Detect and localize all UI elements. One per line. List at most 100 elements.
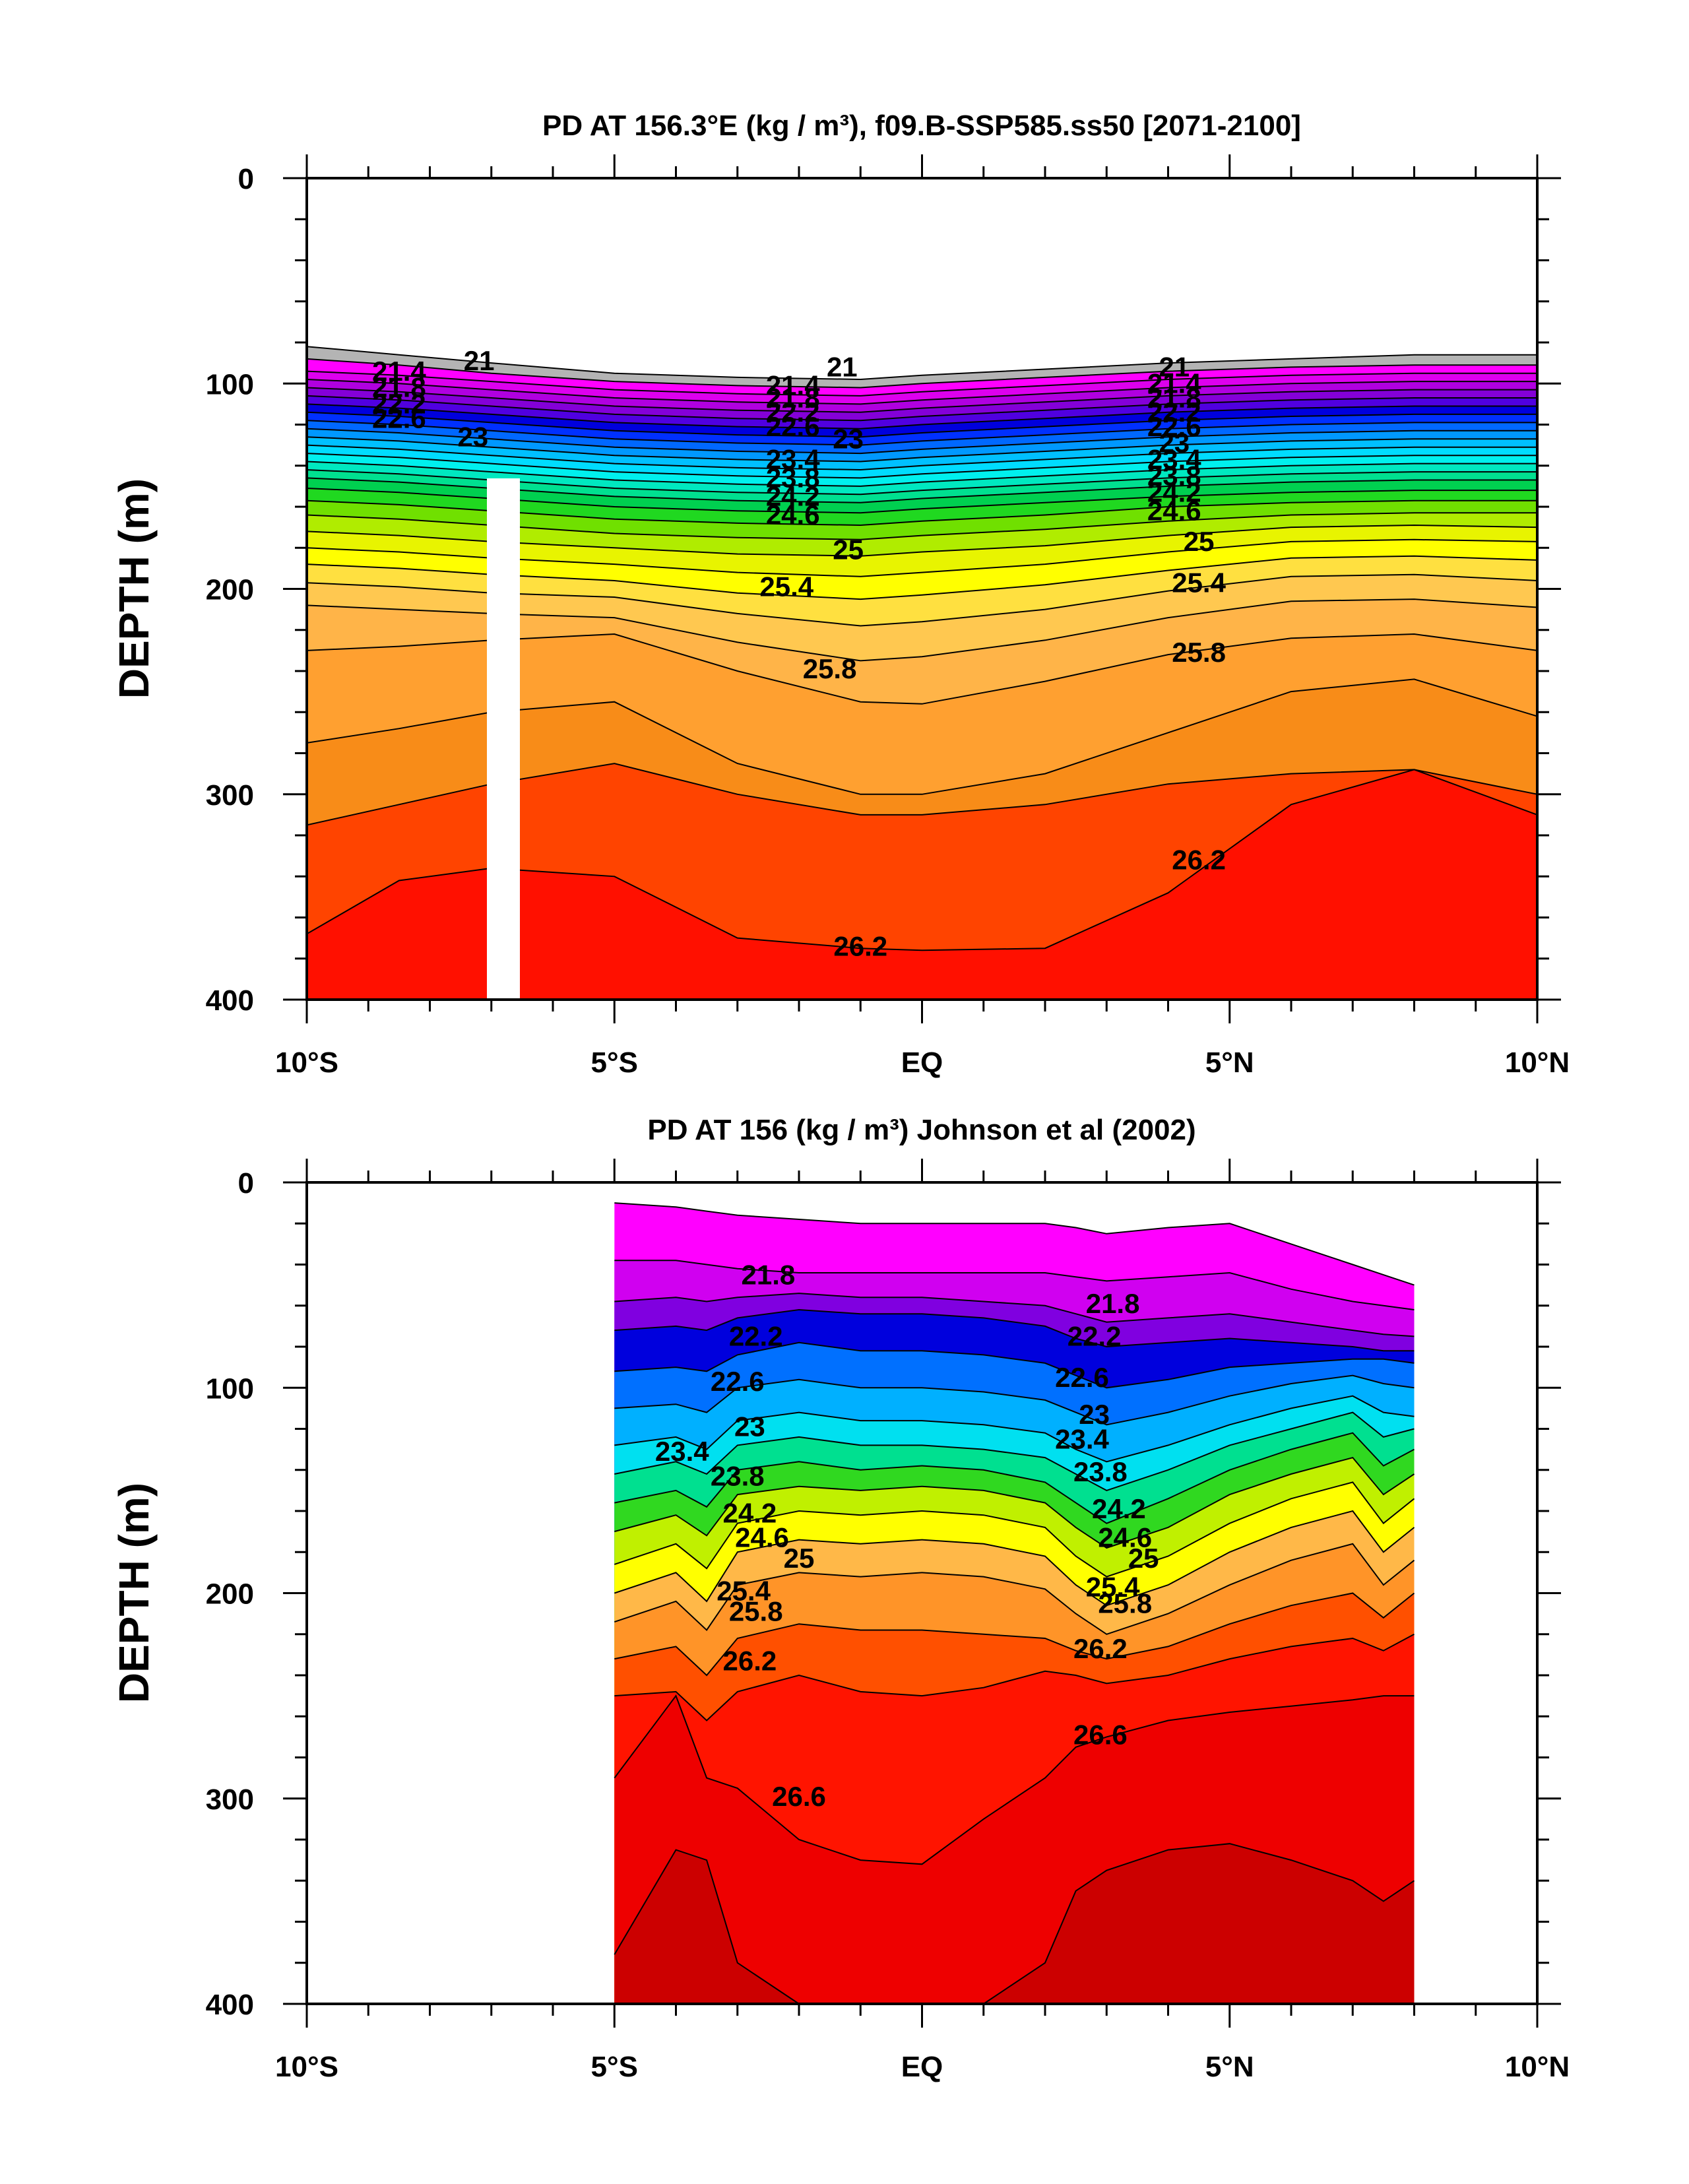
y-axis-top: 0 100 200 300 400 <box>206 163 1561 1017</box>
y-tick-label: 0 <box>238 1167 254 1200</box>
contour-line-24.8 <box>307 524 1537 557</box>
contour-fills-bottom <box>614 1203 1415 2004</box>
contour-label: 22.6 <box>372 402 426 434</box>
contour-label: 23.8 <box>1073 1456 1128 1487</box>
y-tick-label: 0 <box>238 163 254 195</box>
panel-title-top: PD AT 156.3°E (kg / m³), f09.B-SSP585.ss… <box>542 110 1301 142</box>
x-tick-label: 10°S <box>275 1046 338 1079</box>
contour-line-26.6 <box>614 1694 1415 1865</box>
contour-label: 22.6 <box>711 1366 765 1397</box>
contour-label: 22.2 <box>1068 1321 1122 1352</box>
contour-label: 26.2 <box>723 1645 777 1676</box>
contour-label: 21 <box>464 345 495 376</box>
contour-line-23.4 <box>307 453 1537 479</box>
contour-line-23.6 <box>307 461 1537 487</box>
contour-label: 21.4 <box>372 356 426 387</box>
contour-label: 24.2 <box>723 1497 777 1528</box>
contour-line-22.2 <box>307 403 1537 430</box>
x-axis-bottom: 10°S 5°S EQ 5°N 10°N <box>275 1159 1570 2083</box>
contour-label: 21.8 <box>1147 382 1201 413</box>
contour-line-21.2 <box>307 358 1537 389</box>
contour-label: 23 <box>1079 1399 1110 1430</box>
contour-line-25 <box>614 1481 1415 1578</box>
contour-label: 25 <box>1184 526 1215 557</box>
contour-line-26.4 <box>614 1633 1415 1721</box>
contour-line-25.4 <box>307 573 1537 627</box>
contour-label: 25.8 <box>1172 637 1226 668</box>
contour-label: 24.6 <box>735 1522 789 1553</box>
contour-label: 22.2 <box>766 397 820 428</box>
contour-line-23.2 <box>307 444 1537 471</box>
contour-fill-26.8 <box>614 1844 1415 2004</box>
x-tick-label: 10°S <box>275 2051 338 2083</box>
contour-line-25.6 <box>307 598 1537 662</box>
contour-fill-26.4 <box>307 769 1537 1000</box>
contour-line-23.8 <box>307 469 1537 496</box>
contour-line-25.8 <box>614 1543 1415 1635</box>
panel-bottom: PD AT 156 (kg / m³) Johnson et al (2002)… <box>110 1114 1570 2083</box>
contour-line-21 <box>307 346 1537 381</box>
contour-line-24 <box>307 477 1537 503</box>
x-axis-top: 10°S 5°S EQ 5°N 10°N <box>275 154 1570 1079</box>
contour-line-22 <box>614 1293 1415 1337</box>
y-axis-title-bottom: DEPTH (m) <box>110 1483 158 1703</box>
contour-line-22.6 <box>614 1341 1415 1389</box>
contour-line-24.2 <box>614 1432 1415 1524</box>
y-tick-label: 100 <box>206 368 254 401</box>
contour-line-25.2 <box>307 555 1537 600</box>
contour-label: 23.8 <box>1147 460 1201 491</box>
contour-label: 25 <box>833 534 864 565</box>
y-tick-label: 400 <box>206 1989 254 2021</box>
contour-label: 21.8 <box>766 382 820 413</box>
contour-label: 23.4 <box>766 444 820 475</box>
contour-label: 25.4 <box>717 1576 771 1607</box>
contour-label: 23.8 <box>766 463 820 494</box>
panel-top: PD AT 156.3°E (kg / m³), f09.B-SSP585.ss… <box>110 110 1570 1079</box>
contour-line-21.6 <box>307 379 1537 405</box>
y-tick-label: 400 <box>206 984 254 1017</box>
contour-line-24.2 <box>307 488 1537 514</box>
contour-line-25.4 <box>614 1510 1415 1607</box>
x-tick-label: 5°S <box>591 1046 638 1079</box>
contour-line-24.6 <box>614 1456 1415 1549</box>
contour-label: 22.2 <box>1147 397 1201 428</box>
contour-line-22.6 <box>307 420 1537 446</box>
contour-line-21.8 <box>307 387 1537 413</box>
contour-label: 22.2 <box>372 389 426 420</box>
contour-label: 25 <box>1128 1543 1159 1574</box>
x-tick-label: EQ <box>901 1046 943 1079</box>
contour-label: 24.6 <box>1147 495 1201 526</box>
contour-line-22.2 <box>614 1308 1415 1352</box>
panel-title-bottom: PD AT 156 (kg / m³) Johnson et al (2002) <box>647 1114 1195 1146</box>
contour-line-26.8 <box>614 1843 1415 2004</box>
x-tick-label: 10°N <box>1505 1046 1570 1079</box>
x-tick-label: 10°N <box>1505 2051 1570 2083</box>
y-axis-title-top: DEPTH (m) <box>110 478 158 699</box>
contour-label: 25 <box>784 1543 815 1574</box>
contour-fills-top <box>307 346 1537 1000</box>
contour-line-25.8 <box>307 633 1537 705</box>
contour-label: 26.2 <box>1172 845 1226 876</box>
contour-label: 24.2 <box>766 481 820 512</box>
contour-line-22 <box>307 395 1537 422</box>
contour-label: 26.2 <box>1073 1633 1128 1664</box>
contour-line-26 <box>307 678 1537 795</box>
contour-label: 21.4 <box>1147 368 1201 399</box>
x-tick-label: EQ <box>901 2051 943 2083</box>
contour-label: 21.8 <box>1086 1288 1140 1319</box>
contour-label: 24.2 <box>1147 476 1201 507</box>
x-tick-label: 5°S <box>591 2051 638 2083</box>
contour-label: 25.4 <box>759 571 813 602</box>
contour-label: 23 <box>734 1411 765 1442</box>
contour-label: 21.8 <box>742 1259 796 1290</box>
contour-label: 26.2 <box>833 930 887 961</box>
contour-label: 22.2 <box>729 1321 783 1352</box>
y-axis-bottom: 0 100 200 300 400 <box>206 1167 1561 2021</box>
contour-lines-bottom <box>614 1202 1415 2004</box>
contour-label: 23.4 <box>1147 444 1201 475</box>
